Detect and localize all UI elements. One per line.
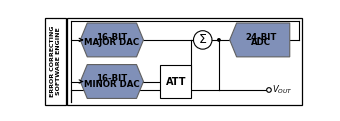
Polygon shape — [80, 23, 143, 57]
Text: Σ: Σ — [199, 33, 207, 46]
Text: MAJOR DAC: MAJOR DAC — [84, 38, 139, 47]
Polygon shape — [80, 65, 143, 98]
Text: 24-BIT: 24-BIT — [246, 33, 277, 42]
Text: 16-BIT: 16-BIT — [96, 74, 128, 83]
Text: 16-BIT: 16-BIT — [96, 33, 128, 42]
Text: ERROR CORRECTING
SOFTWARE ENGINE: ERROR CORRECTING SOFTWARE ENGINE — [50, 25, 61, 97]
Text: ATT: ATT — [166, 76, 186, 87]
Bar — [67, 18, 302, 105]
Bar — [160, 65, 191, 98]
Text: $V_{OUT}$: $V_{OUT}$ — [272, 84, 293, 96]
Circle shape — [193, 31, 212, 49]
Text: MINOR DAC: MINOR DAC — [84, 80, 140, 89]
Text: ADC: ADC — [252, 38, 271, 47]
Circle shape — [267, 88, 271, 92]
Circle shape — [217, 38, 221, 42]
Bar — [45, 18, 66, 105]
Polygon shape — [230, 23, 290, 57]
